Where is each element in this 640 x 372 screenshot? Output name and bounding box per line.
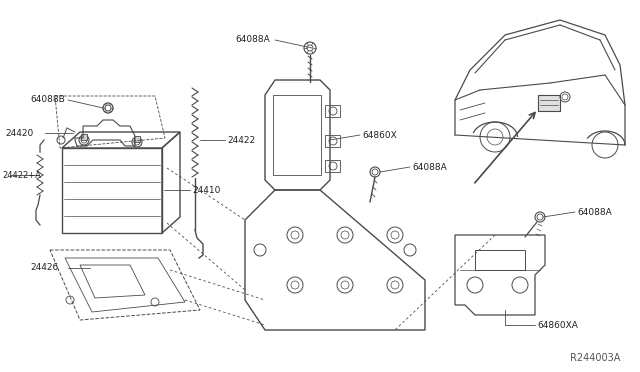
Text: 24410: 24410 — [192, 186, 220, 195]
Text: 24420: 24420 — [5, 128, 33, 138]
Bar — [538, 95, 560, 111]
Text: 24422: 24422 — [227, 135, 255, 144]
Text: R244003A: R244003A — [570, 353, 620, 363]
Bar — [62, 148, 162, 233]
Bar — [134, 136, 140, 142]
Bar — [81, 134, 87, 140]
Bar — [325, 105, 340, 117]
Text: 64088B: 64088B — [30, 94, 65, 103]
Bar — [475, 250, 525, 270]
Text: 24426: 24426 — [30, 263, 58, 273]
Bar — [325, 135, 340, 147]
Text: 24422+A: 24422+A — [2, 170, 41, 180]
Text: 64860XA: 64860XA — [537, 321, 578, 330]
Text: 64088A: 64088A — [235, 35, 269, 44]
Text: 64088A: 64088A — [412, 163, 447, 171]
Bar — [325, 160, 340, 172]
Text: 64860X: 64860X — [362, 131, 397, 140]
Bar — [273, 95, 321, 175]
Text: 64088A: 64088A — [577, 208, 612, 217]
